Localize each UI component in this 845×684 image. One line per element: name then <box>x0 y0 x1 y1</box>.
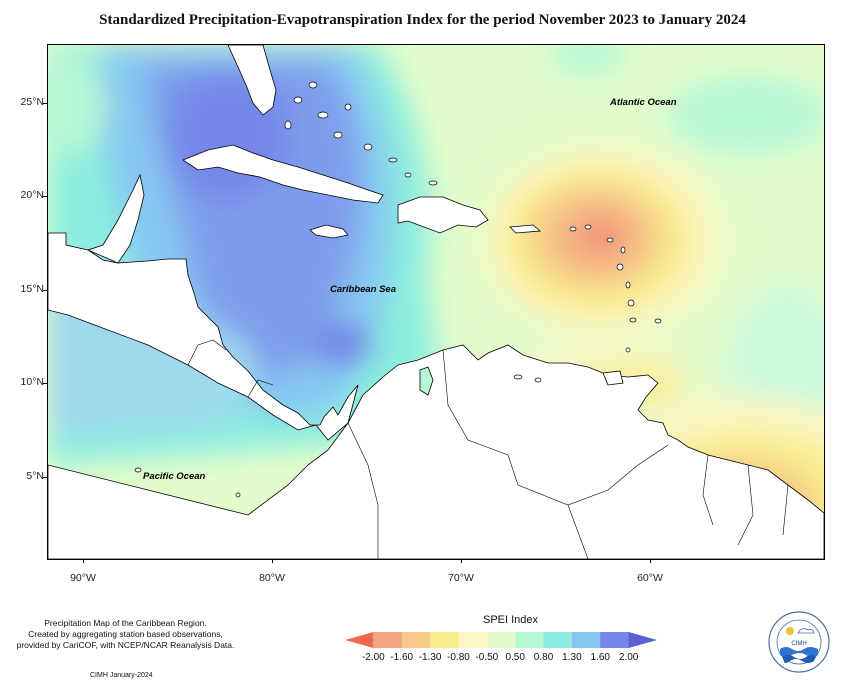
legend-tick-label: 1.30 <box>562 652 582 663</box>
lake-maracaibo <box>419 366 434 396</box>
lat-tick <box>43 103 47 104</box>
legend-tick-label: 1.60 <box>590 652 610 663</box>
legend-swatch <box>345 632 374 648</box>
legend-swatch <box>486 632 516 648</box>
legend-swatch <box>543 632 573 648</box>
legend-tick-label: -1.60 <box>390 652 414 663</box>
legend-colorbar <box>345 632 657 648</box>
lat-label-15n: 15°N <box>20 283 44 295</box>
map-panel <box>47 44 825 560</box>
florida-land <box>227 45 277 116</box>
waves-icon <box>780 647 818 657</box>
lat-label-20n: 20°N <box>20 189 44 201</box>
lon-label-70w: 70°W <box>448 572 474 584</box>
legend-tick-label: 2.00 <box>618 652 639 663</box>
lat-tick <box>43 477 47 478</box>
legend-tick-label: -0.50 <box>475 652 499 663</box>
legend-swatch <box>515 632 545 648</box>
lon-label-60w: 60°W <box>637 572 663 584</box>
trinidad-land <box>602 370 624 386</box>
small-islands <box>134 81 662 498</box>
cimh-logo: CIMH <box>768 611 830 673</box>
sun-icon <box>786 627 794 635</box>
lon-tick <box>650 559 651 563</box>
caribbean-sea-label: Caribbean Sea <box>330 284 396 295</box>
cloud-icon <box>797 628 815 634</box>
lat-tick <box>43 196 47 197</box>
legend-tick-label: -0.80 <box>447 652 470 663</box>
legend-tick-label: -1.30 <box>418 652 442 663</box>
legend-swatch <box>373 632 403 648</box>
legend-swatch <box>430 632 459 648</box>
pacific-ocean-label: Pacific Ocean <box>143 471 206 482</box>
legend-tick-label: -2.00 <box>361 652 385 663</box>
cuba-land <box>182 144 384 204</box>
logo-text: CIMH <box>791 641 806 647</box>
lon-label-90w: 90°W <box>70 572 96 584</box>
lat-label-10n: 10°N <box>20 376 44 388</box>
lon-label-80w: 80°W <box>259 572 285 584</box>
legend-swatch <box>628 632 657 648</box>
lat-tick <box>43 383 47 384</box>
lon-tick <box>83 559 84 563</box>
caption-line-3: provided by CariCOF, with NCEP/NCAR Rean… <box>16 640 235 650</box>
puerto-rico-land <box>509 224 541 234</box>
legend-swatch <box>458 632 488 648</box>
lat-tick <box>43 290 47 291</box>
legend-swatch <box>571 632 601 648</box>
lat-label-25n: 25°N <box>20 96 44 108</box>
map-title: Standardized Precipitation-Evapotranspir… <box>99 12 746 28</box>
legend-swatch <box>600 632 630 648</box>
lat-label-5n: 5°N <box>26 470 44 482</box>
credit-text: CIMH January-2024 <box>90 672 153 679</box>
south-america-land <box>48 344 824 559</box>
atlantic-ocean-label: Atlantic Ocean <box>610 97 677 108</box>
caption-line-1: Precipitation Map of the Caribbean Regio… <box>44 618 207 628</box>
central-america-land <box>48 232 359 441</box>
map-caption: Precipitation Map of the Caribbean Regio… <box>8 618 243 651</box>
caption-line-2: Created by aggregating station based obs… <box>28 629 223 639</box>
legend-swatch <box>401 632 431 648</box>
country-borders <box>187 339 789 559</box>
hispaniola-land <box>397 196 489 234</box>
legend-tick-label: 0.80 <box>533 652 554 663</box>
legend-title: SPEI Index <box>483 614 539 626</box>
spei-map-svg <box>48 45 824 559</box>
yucatan-land <box>86 173 145 264</box>
legend-tick-label: 0.50 <box>505 652 525 663</box>
landmasses <box>48 45 824 559</box>
jamaica-land <box>309 224 349 239</box>
lon-tick <box>272 559 273 563</box>
lon-tick <box>461 559 462 563</box>
